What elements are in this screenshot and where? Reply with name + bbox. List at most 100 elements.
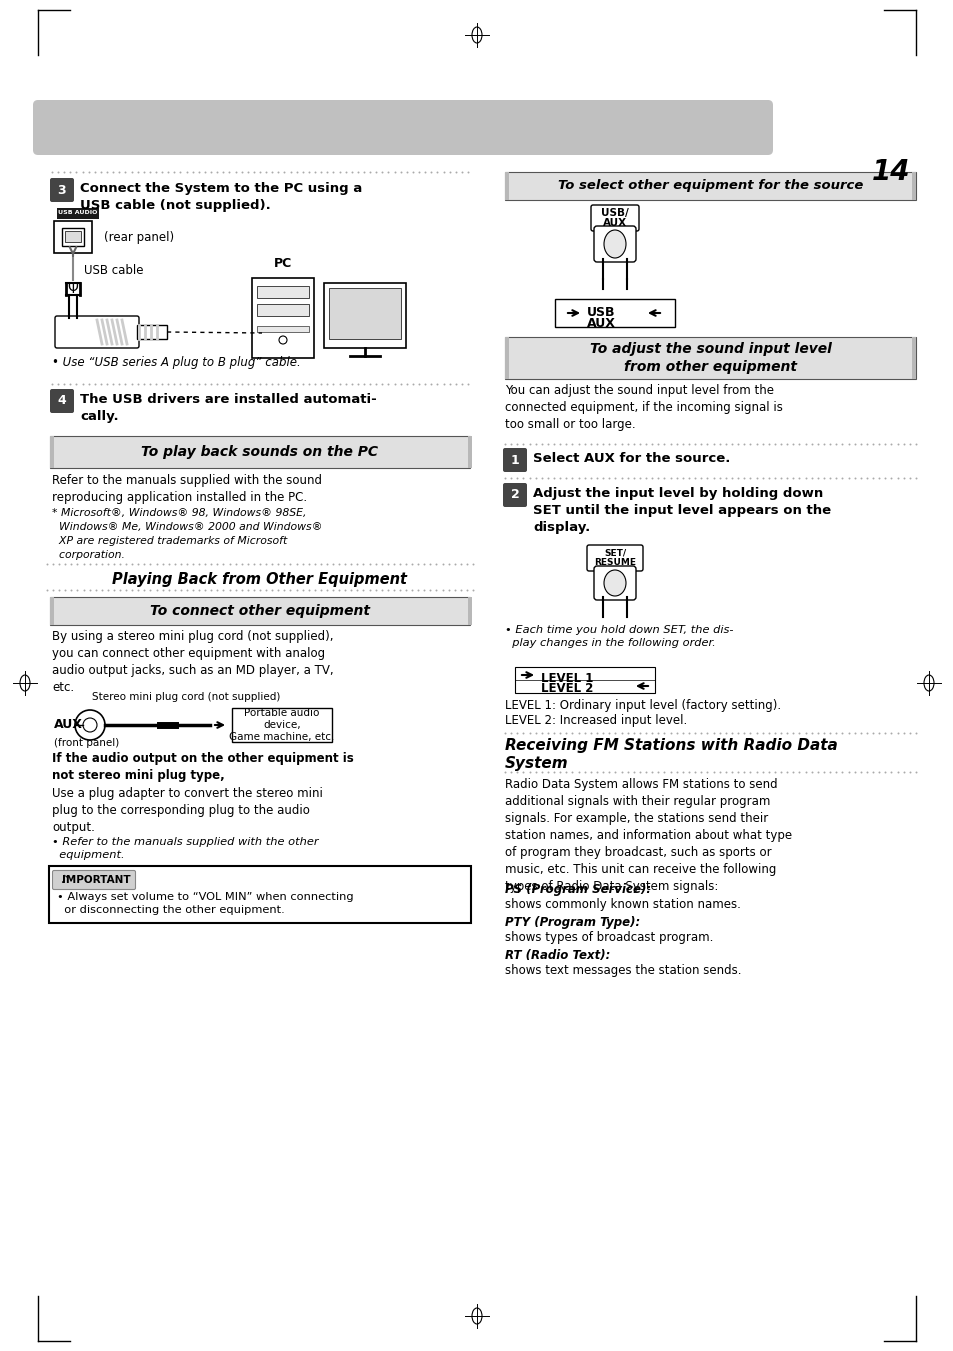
Point <box>39 553 54 574</box>
Point <box>882 723 898 744</box>
Point <box>766 723 781 744</box>
Point <box>877 723 892 744</box>
Point <box>539 434 555 455</box>
Point <box>638 761 653 782</box>
Point <box>51 161 66 182</box>
Point <box>319 580 335 601</box>
Point <box>271 553 286 574</box>
FancyBboxPatch shape <box>594 226 636 262</box>
Point <box>93 373 109 394</box>
Point <box>816 467 831 489</box>
Point <box>766 761 781 782</box>
Text: Stereo mini plug cord (not supplied): Stereo mini plug cord (not supplied) <box>91 692 280 703</box>
Point <box>521 723 537 744</box>
Point <box>253 161 268 182</box>
Point <box>723 467 739 489</box>
Point <box>723 434 739 455</box>
Point <box>668 723 683 744</box>
Point <box>705 761 720 782</box>
Point <box>69 161 84 182</box>
Point <box>785 434 801 455</box>
Point <box>203 161 218 182</box>
Point <box>834 761 849 782</box>
Point <box>797 761 812 782</box>
Point <box>607 434 622 455</box>
Point <box>136 373 152 394</box>
Text: USB/
AUX: USB/ AUX <box>600 208 628 228</box>
Point <box>895 467 910 489</box>
Point <box>289 553 304 574</box>
Point <box>558 723 574 744</box>
Point <box>503 761 518 782</box>
Point <box>816 434 831 455</box>
Point <box>294 373 310 394</box>
Point <box>294 553 310 574</box>
Point <box>276 161 292 182</box>
Point <box>582 467 598 489</box>
Point <box>859 434 874 455</box>
Ellipse shape <box>603 230 625 258</box>
Point <box>889 467 904 489</box>
Point <box>902 723 917 744</box>
FancyBboxPatch shape <box>502 449 526 471</box>
Point <box>93 161 109 182</box>
Point <box>503 723 518 744</box>
Point <box>859 723 874 744</box>
Text: shows commonly known station names.: shows commonly known station names. <box>504 898 740 911</box>
Point <box>344 161 359 182</box>
Point <box>766 467 781 489</box>
Point <box>301 553 316 574</box>
FancyBboxPatch shape <box>65 231 81 242</box>
Point <box>356 373 372 394</box>
Point <box>197 580 213 601</box>
Point <box>276 580 292 601</box>
Point <box>404 580 419 601</box>
Point <box>644 434 659 455</box>
Point <box>601 761 617 782</box>
Point <box>821 761 837 782</box>
Point <box>632 761 647 782</box>
Point <box>94 553 110 574</box>
Point <box>742 761 758 782</box>
Point <box>907 467 923 489</box>
Point <box>343 580 358 601</box>
Point <box>882 761 898 782</box>
Point <box>185 553 200 574</box>
Point <box>88 553 103 574</box>
Point <box>748 723 763 744</box>
Point <box>118 553 133 574</box>
Point <box>264 373 279 394</box>
Point <box>136 580 152 601</box>
Point <box>534 761 549 782</box>
Point <box>454 373 469 394</box>
Point <box>458 580 474 601</box>
Point <box>552 467 567 489</box>
Point <box>625 723 640 744</box>
Point <box>429 553 444 574</box>
Text: shows types of broadcast program.: shows types of broadcast program. <box>504 931 713 944</box>
Point <box>558 467 574 489</box>
Point <box>760 467 776 489</box>
FancyBboxPatch shape <box>50 436 54 467</box>
Point <box>675 467 690 489</box>
Point <box>705 434 720 455</box>
Point <box>877 434 892 455</box>
Point <box>509 723 524 744</box>
Point <box>228 161 243 182</box>
Point <box>51 553 67 574</box>
Point <box>589 467 604 489</box>
Text: (rear panel): (rear panel) <box>104 231 174 243</box>
Point <box>736 761 751 782</box>
Point <box>625 761 640 782</box>
FancyBboxPatch shape <box>62 228 84 246</box>
Point <box>210 161 225 182</box>
Point <box>516 434 531 455</box>
Point <box>374 580 389 601</box>
Point <box>907 761 923 782</box>
FancyBboxPatch shape <box>50 597 470 626</box>
Point <box>337 553 353 574</box>
Point <box>846 434 862 455</box>
Point <box>852 467 867 489</box>
Point <box>687 434 702 455</box>
Point <box>350 373 365 394</box>
